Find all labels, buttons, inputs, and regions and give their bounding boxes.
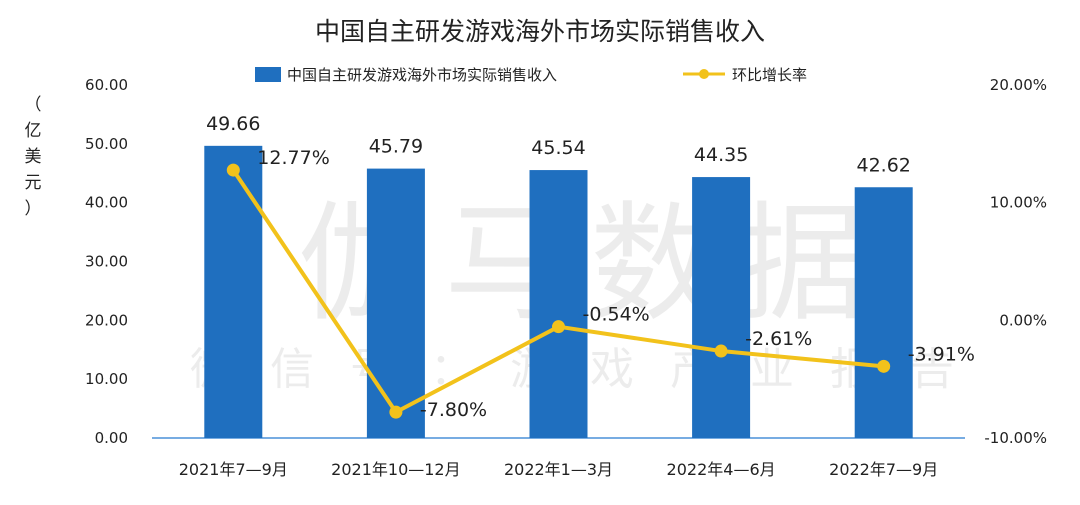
bar-value-label: 45.54 bbox=[531, 137, 585, 159]
line-value-label: -7.80% bbox=[420, 399, 487, 421]
y-left-tick-label: 30.00 bbox=[85, 253, 128, 271]
x-tick-label: 2021年7—9月 bbox=[179, 460, 288, 479]
bar bbox=[366, 168, 425, 438]
line-series: 12.77% -7.80% -0.54% -2.61% -3.91% bbox=[226, 147, 975, 421]
axes: 0.00 10.00 20.00 30.00 40.00 50.00 60.00 -10.00… bbox=[85, 76, 1047, 479]
x-tick-label: 2021年10—12月 bbox=[331, 460, 460, 479]
line-point bbox=[389, 405, 403, 419]
y-left-tick-label: 60.00 bbox=[85, 76, 128, 94]
x-tick-label: 2022年1—3月 bbox=[504, 460, 613, 479]
bar-value-label: 42.62 bbox=[856, 154, 910, 176]
legend-line-label: 环比增长率 bbox=[732, 66, 807, 84]
y-axis-left-label-char: 美 bbox=[25, 147, 42, 167]
bar-value-label: 49.66 bbox=[206, 113, 260, 135]
y-right-tick-label: 10.00% bbox=[990, 194, 1047, 212]
y-left-tick-label: 0.00 bbox=[95, 429, 128, 447]
y-left-tick-label: 40.00 bbox=[85, 194, 128, 212]
legend-bar-label: 中国自主研发游戏海外市场实际销售收入 bbox=[287, 66, 557, 84]
line-value-label: -3.91% bbox=[908, 343, 975, 365]
legend-line-marker bbox=[699, 69, 709, 79]
bar bbox=[529, 170, 588, 438]
bar-value-label: 45.79 bbox=[369, 136, 423, 158]
bar-value-label: 44.35 bbox=[694, 144, 748, 166]
y-axis-left-label: （ 亿美元 ） bbox=[25, 95, 42, 219]
y-left-tick-label: 20.00 bbox=[85, 311, 128, 329]
y-axis-left-label-char: （ bbox=[25, 95, 42, 115]
y-right-tick-label: 20.00% bbox=[990, 76, 1047, 94]
line-point bbox=[226, 163, 240, 177]
line-point bbox=[552, 320, 565, 334]
line-point bbox=[714, 344, 728, 358]
line-value-label: -0.54% bbox=[583, 304, 650, 326]
bar bbox=[204, 145, 263, 438]
bar bbox=[854, 187, 913, 438]
x-tick-label: 2022年7—9月 bbox=[829, 460, 938, 479]
y-left-tick-label: 10.00 bbox=[85, 370, 128, 388]
bar-series: 49.66 45.79 45.54 44.35 42.62 bbox=[204, 113, 913, 439]
line-value-label: -2.61% bbox=[745, 328, 812, 350]
x-tick-label: 2022年4—6月 bbox=[667, 460, 776, 479]
y-axis-left-label-char: 元 bbox=[25, 173, 42, 193]
y-axis-left-label-char: 亿 bbox=[25, 121, 42, 141]
y-left-tick-label: 50.00 bbox=[85, 135, 128, 153]
bar bbox=[692, 177, 751, 439]
y-right-tick-label: -10.00% bbox=[984, 429, 1047, 447]
legend-bar-swatch bbox=[255, 67, 281, 82]
line-point bbox=[877, 359, 891, 373]
y-right-tick-label: 0.00% bbox=[999, 311, 1047, 329]
legend: 中国自主研发游戏海外市场实际销售收入 环比增长率 bbox=[255, 66, 807, 84]
y-axis-left-label-char: ） bbox=[25, 199, 42, 219]
line-value-label: 12.77% bbox=[257, 147, 329, 169]
chart-title: 中国自主研发游戏海外市场实际销售收入 bbox=[315, 17, 765, 46]
